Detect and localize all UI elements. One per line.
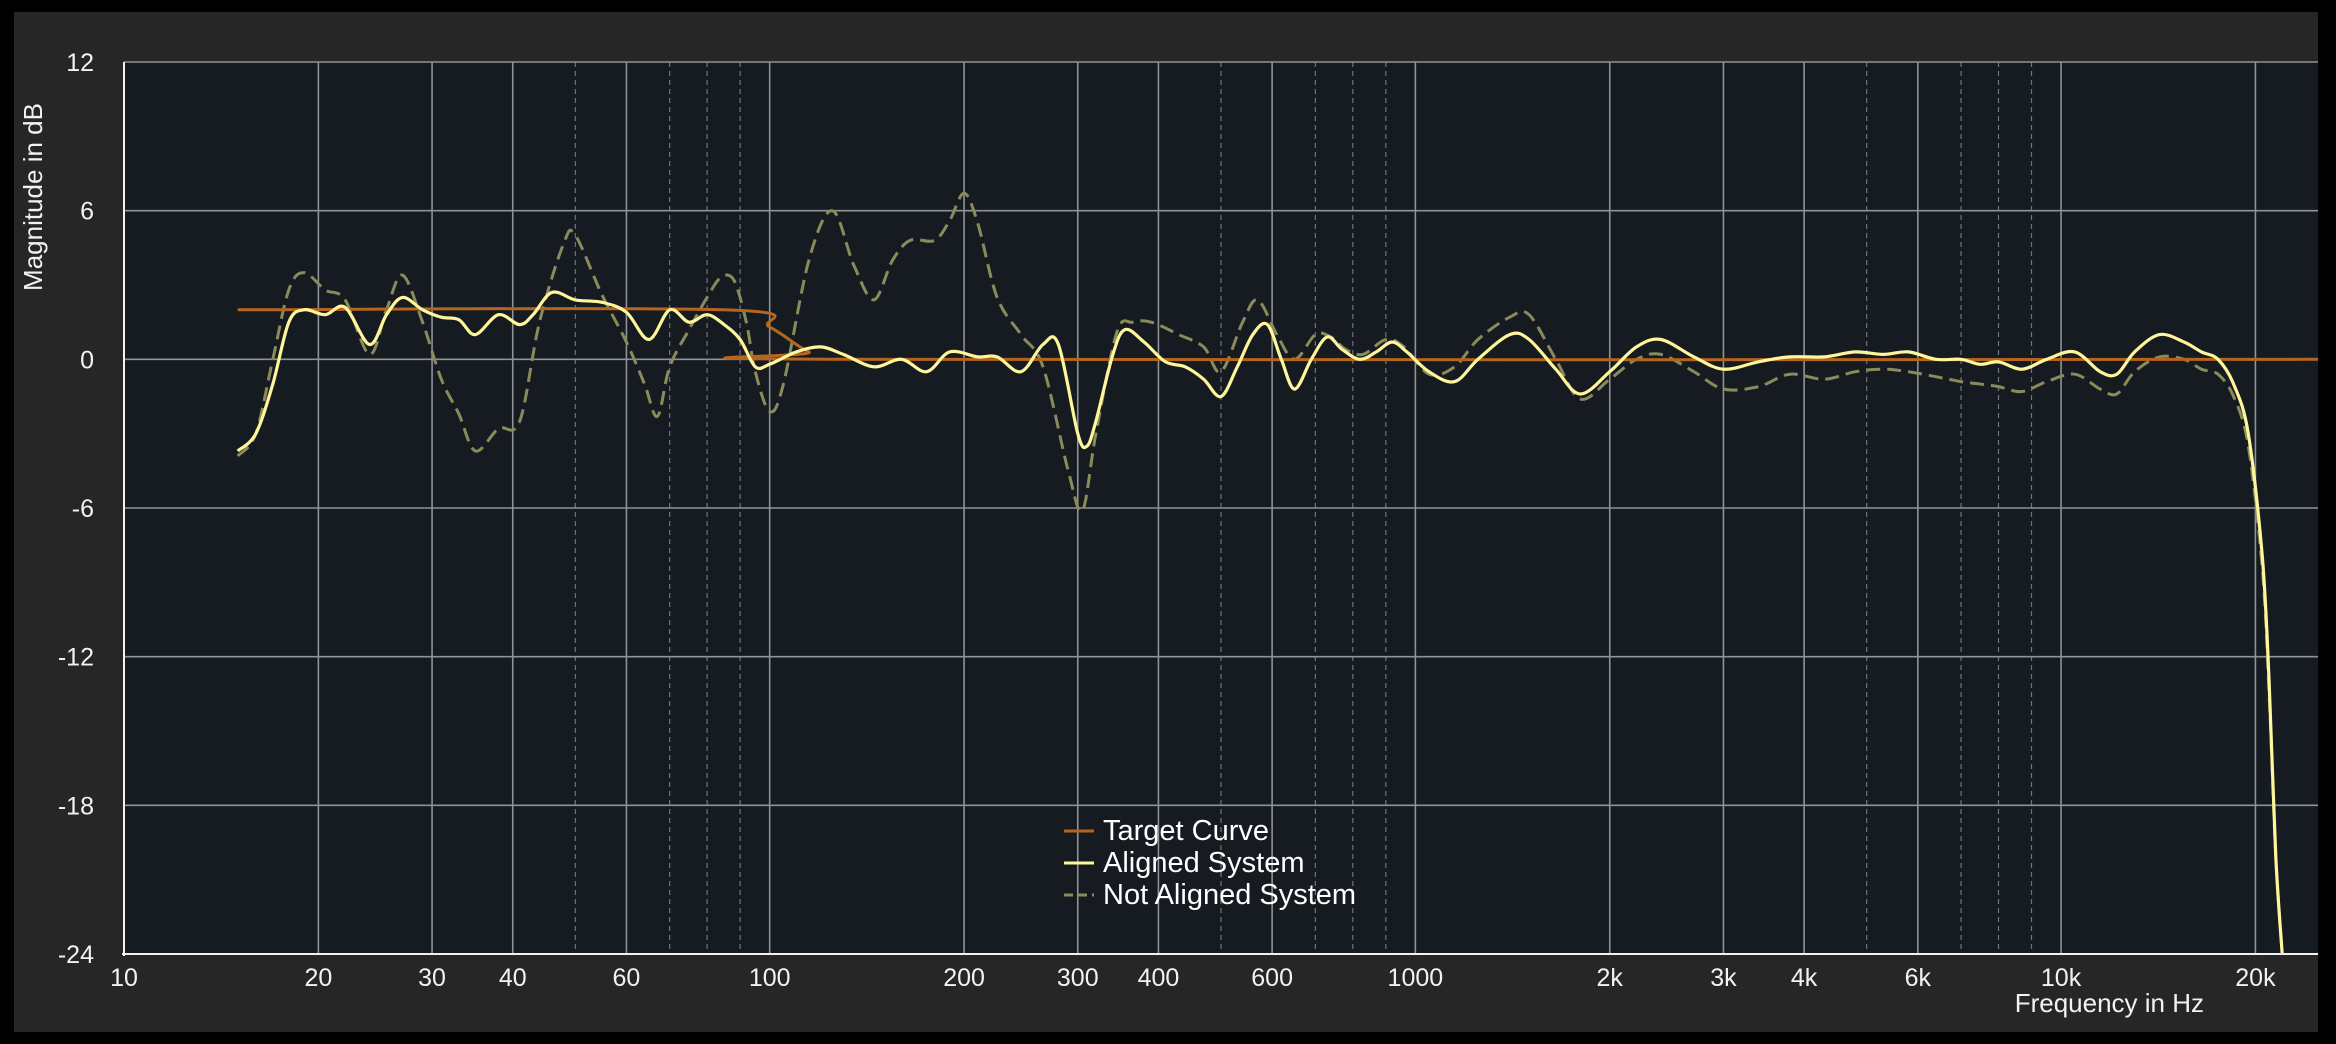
legend: Target Curve Aligned System Not Aligned … — [1064, 815, 1356, 911]
series-line-not-aligned-system — [236, 191, 2284, 955]
grid — [124, 61, 2318, 955]
y-tick-label: -12 — [58, 644, 94, 672]
y-tick-label: -24 — [58, 941, 94, 969]
x-tick-label: 40 — [499, 964, 527, 992]
legend-label-aligned-system: Aligned System — [1103, 847, 1305, 879]
y-tick-label: 12 — [66, 49, 94, 77]
series-lines — [236, 191, 2318, 955]
x-tick-label: 300 — [1057, 964, 1099, 992]
x-tick-label: 2k — [1597, 964, 1624, 992]
x-tick-label: 4k — [1791, 964, 1818, 992]
x-tick-label: 100 — [749, 964, 791, 992]
series-line-aligned-system — [236, 290, 2284, 955]
x-tick-label: 600 — [1251, 964, 1293, 992]
y-axis-label: Magnitude in dB — [18, 103, 48, 291]
x-tick-label: 60 — [613, 964, 641, 992]
x-tick-label: 30 — [418, 964, 446, 992]
legend-label-target-curve: Target Curve — [1103, 815, 1269, 847]
x-tick-label: 20k — [2235, 964, 2276, 992]
y-tick-label: -18 — [58, 792, 94, 820]
x-tick-label: 200 — [943, 964, 985, 992]
chart-panel: 12 6 0 -6 -12 -18 -24 10 20 30 40 60 100 200 300 400 600… — [14, 12, 2318, 1032]
x-tick-label: 3k — [1710, 964, 1737, 992]
axes — [122, 62, 2318, 956]
x-tick-label: 6k — [1905, 964, 1932, 992]
x-axis-label: Frequency in Hz — [2015, 988, 2204, 1018]
y-tick-label: -6 — [72, 495, 94, 523]
legend-label-not-aligned-system: Not Aligned System — [1103, 879, 1356, 911]
series-line-target-curve — [237, 307, 2318, 362]
x-tick-label: 1000 — [1388, 964, 1444, 992]
x-tick-label: 10 — [110, 964, 138, 992]
x-tick-label: 400 — [1138, 964, 1180, 992]
x-tick-label: 20 — [304, 964, 332, 992]
x-tick-label: 10k — [2041, 964, 2082, 992]
y-tick-label: 6 — [80, 198, 94, 226]
y-tick-label: 0 — [80, 346, 94, 374]
